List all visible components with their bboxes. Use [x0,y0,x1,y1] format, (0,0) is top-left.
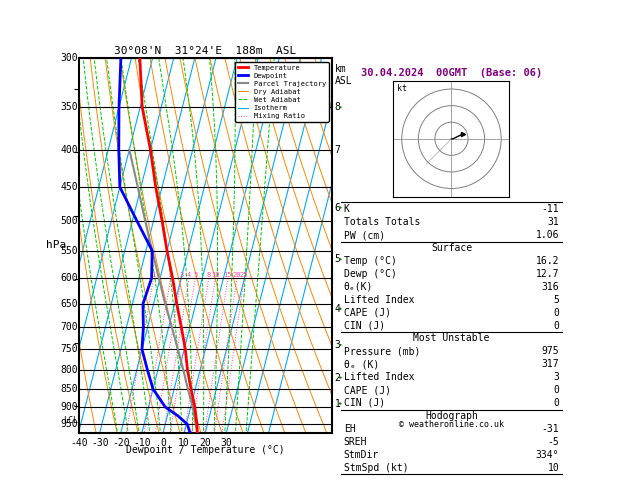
Text: Most Unstable: Most Unstable [413,333,489,344]
Text: 7: 7 [335,145,340,155]
Text: StmSpd (kt): StmSpd (kt) [343,463,408,472]
Text: -30: -30 [91,438,109,448]
Text: Totals Totals: Totals Totals [343,217,420,227]
Text: 31: 31 [547,217,559,227]
Text: -31: -31 [542,424,559,434]
Text: θₑ (K): θₑ (K) [343,359,379,369]
Text: 700: 700 [60,322,78,332]
Text: 650: 650 [60,299,78,309]
Text: LCL: LCL [63,417,78,425]
Text: Pressure (mb): Pressure (mb) [343,347,420,356]
Text: 316: 316 [542,282,559,292]
Text: 0: 0 [554,308,559,318]
Text: 5: 5 [554,295,559,305]
Text: 0: 0 [554,321,559,330]
Text: Dewp (°C): Dewp (°C) [343,269,397,279]
Text: Surface: Surface [431,243,472,253]
Text: -5: -5 [547,437,559,447]
Legend: Temperature, Dewpoint, Parcel Trajectory, Dry Adiabat, Wet Adiabat, Isotherm, Mi: Temperature, Dewpoint, Parcel Trajectory… [235,62,328,122]
Text: 3: 3 [179,272,183,278]
Text: 450: 450 [60,182,78,192]
Text: 1: 1 [335,399,340,409]
Text: 300: 300 [60,53,78,63]
Text: km: km [335,64,347,74]
Text: -20: -20 [112,438,130,448]
Text: CIN (J): CIN (J) [343,321,385,330]
Text: StmDir: StmDir [343,450,379,460]
Text: Lifted Index: Lifted Index [343,372,415,382]
Text: ASL: ASL [335,76,352,86]
Text: 4: 4 [335,304,340,313]
Text: 900: 900 [60,402,78,412]
Text: 15: 15 [223,272,232,278]
Text: 20: 20 [199,438,211,448]
X-axis label: Dewpoint / Temperature (°C): Dewpoint / Temperature (°C) [126,445,285,455]
Text: -10: -10 [133,438,151,448]
Text: 3: 3 [335,340,340,350]
Text: CAPE (J): CAPE (J) [343,385,391,395]
Text: 16.2: 16.2 [536,256,559,266]
Text: CAPE (J): CAPE (J) [343,308,391,318]
Text: EH: EH [343,424,355,434]
Text: © weatheronline.co.uk: © weatheronline.co.uk [399,420,504,429]
Text: 950: 950 [60,419,78,429]
Text: θₑ(K): θₑ(K) [343,282,373,292]
Text: 8: 8 [206,272,211,278]
Text: 10: 10 [211,272,220,278]
Text: 4: 4 [187,272,191,278]
Text: Temp (°C): Temp (°C) [343,256,397,266]
Text: 1.06: 1.06 [536,230,559,240]
Text: 10: 10 [179,438,190,448]
Text: 500: 500 [60,215,78,226]
Text: K: K [343,204,350,214]
Text: 0: 0 [160,438,166,448]
Text: 2: 2 [169,272,173,278]
Text: 3: 3 [554,372,559,382]
Text: 600: 600 [60,274,78,283]
Text: 800: 800 [60,364,78,375]
Text: 400: 400 [60,145,78,155]
Text: 2: 2 [335,373,340,382]
Text: 350: 350 [60,102,78,112]
Text: 6: 6 [335,203,340,212]
Text: 1: 1 [152,272,155,278]
Text: 750: 750 [60,344,78,354]
Title: 30°08'N  31°24'E  188m  ASL: 30°08'N 31°24'E 188m ASL [114,46,296,56]
Text: 30: 30 [221,438,232,448]
Text: -11: -11 [542,204,559,214]
Text: 5: 5 [193,272,198,278]
Text: SREH: SREH [343,437,367,447]
Text: 25: 25 [240,272,248,278]
Text: 550: 550 [60,246,78,256]
Text: 317: 317 [542,359,559,369]
Text: -40: -40 [70,438,87,448]
Text: 975: 975 [542,347,559,356]
Text: 20: 20 [233,272,241,278]
Text: 8: 8 [335,102,340,112]
Text: 10: 10 [547,463,559,472]
Text: Lifted Index: Lifted Index [343,295,415,305]
Text: hPa: hPa [46,241,66,250]
Text: PW (cm): PW (cm) [343,230,385,240]
Text: 5: 5 [335,254,340,264]
Text: CIN (J): CIN (J) [343,398,385,408]
Text: 850: 850 [60,384,78,394]
Text: 30.04.2024  00GMT  (Base: 06): 30.04.2024 00GMT (Base: 06) [361,68,542,78]
Text: 0: 0 [554,385,559,395]
Text: 12.7: 12.7 [536,269,559,279]
Text: Hodograph: Hodograph [425,411,478,421]
Text: 0: 0 [554,398,559,408]
Text: 334°: 334° [536,450,559,460]
